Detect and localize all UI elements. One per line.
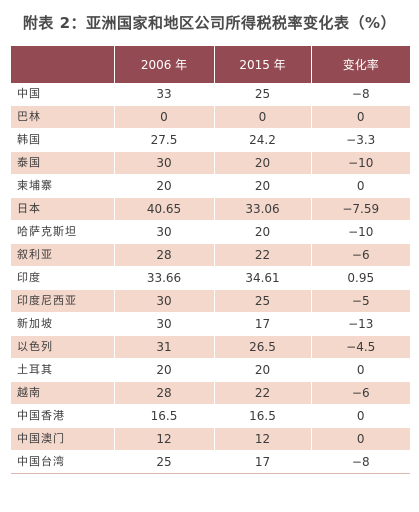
region-cell: 土耳其 bbox=[11, 358, 115, 382]
table-body: 中国 33 25 −8 巴林 0 0 0 韩国 27.5 24.2 −3.3 泰国 30 20 −10 柬埔寨 2… bbox=[11, 83, 410, 474]
region-cell: 以色列 bbox=[11, 335, 115, 359]
table-row: 土耳其 20 20 0 bbox=[11, 358, 410, 382]
region-cell: 中国澳门 bbox=[11, 427, 115, 451]
rate-2015-cell: 24.2 bbox=[214, 128, 312, 152]
rate-2015-cell: 0 bbox=[214, 105, 312, 129]
table-row: 中国澳门 12 12 0 bbox=[11, 427, 410, 451]
table-row: 哈萨克斯坦 30 20 −10 bbox=[11, 220, 410, 244]
rate-2015-cell: 17 bbox=[214, 450, 312, 474]
rate-2015-cell: 22 bbox=[214, 243, 312, 267]
change-rate-cell: −6 bbox=[311, 243, 410, 267]
table-row: 柬埔寨 20 20 0 bbox=[11, 174, 410, 198]
table-row: 越南 28 22 −6 bbox=[11, 381, 410, 405]
rate-2015-cell: 12 bbox=[214, 427, 312, 451]
rate-2015-cell: 25 bbox=[214, 83, 312, 106]
table-row: 韩国 27.5 24.2 −3.3 bbox=[11, 128, 410, 152]
rate-2006-cell: 30 bbox=[114, 289, 215, 313]
region-cell: 日本 bbox=[11, 197, 115, 221]
region-cell: 越南 bbox=[11, 381, 115, 405]
change-rate-cell: −8 bbox=[311, 83, 410, 106]
table-title: 附表 2：亚洲国家和地区公司所得税税率变化表（%） bbox=[22, 14, 397, 32]
change-rate-cell: 0.95 bbox=[311, 266, 410, 290]
rate-2006-cell: 20 bbox=[114, 358, 215, 382]
region-cell: 叙利亚 bbox=[11, 243, 115, 267]
change-rate-cell: −5 bbox=[311, 289, 410, 313]
change-rate-cell: −8 bbox=[311, 450, 410, 474]
table-row: 巴林 0 0 0 bbox=[11, 105, 410, 129]
change-rate-cell: 0 bbox=[311, 404, 410, 428]
header-2006: 2006 年 bbox=[114, 46, 215, 83]
change-rate-cell: 0 bbox=[311, 105, 410, 129]
table-row: 泰国 30 20 −10 bbox=[11, 151, 410, 175]
rate-2015-cell: 26.5 bbox=[214, 335, 312, 359]
region-cell: 巴林 bbox=[11, 105, 115, 129]
region-cell: 柬埔寨 bbox=[11, 174, 115, 198]
region-cell: 韩国 bbox=[11, 128, 115, 152]
rate-2006-cell: 28 bbox=[114, 243, 215, 267]
table-row: 中国香港 16.5 16.5 0 bbox=[11, 404, 410, 428]
region-cell: 泰国 bbox=[11, 151, 115, 175]
rate-2015-cell: 20 bbox=[214, 151, 312, 175]
table-row: 印度尼西亚 30 25 −5 bbox=[11, 289, 410, 313]
change-rate-cell: 0 bbox=[311, 358, 410, 382]
tax-rate-table: 2006 年 2015 年 变化率 中国 33 25 −8 巴林 0 0 0 韩国 27.5 24.… bbox=[11, 46, 410, 474]
header-2015: 2015 年 bbox=[214, 46, 312, 83]
header-row: 2006 年 2015 年 变化率 bbox=[11, 46, 410, 83]
rate-2006-cell: 30 bbox=[114, 312, 215, 336]
table-row: 中国台湾 25 17 −8 bbox=[11, 450, 410, 474]
region-cell: 中国台湾 bbox=[11, 450, 115, 474]
region-cell: 新加坡 bbox=[11, 312, 115, 336]
header-region bbox=[11, 46, 115, 83]
region-cell: 哈萨克斯坦 bbox=[11, 220, 115, 244]
rate-2006-cell: 31 bbox=[114, 335, 215, 359]
rate-2006-cell: 33 bbox=[114, 83, 215, 106]
rate-2006-cell: 30 bbox=[114, 151, 215, 175]
change-rate-cell: 0 bbox=[311, 174, 410, 198]
rate-2015-cell: 16.5 bbox=[214, 404, 312, 428]
table-row: 叙利亚 28 22 −6 bbox=[11, 243, 410, 267]
rate-2015-cell: 33.06 bbox=[214, 197, 312, 221]
change-rate-cell: −13 bbox=[311, 312, 410, 336]
change-rate-cell: −7.59 bbox=[311, 197, 410, 221]
change-rate-cell: −4.5 bbox=[311, 335, 410, 359]
rate-2015-cell: 34.61 bbox=[214, 266, 312, 290]
region-cell: 中国 bbox=[11, 83, 115, 106]
table-row: 中国 33 25 −8 bbox=[11, 83, 410, 106]
rate-2006-cell: 12 bbox=[114, 427, 215, 451]
rate-2006-cell: 25 bbox=[114, 450, 215, 474]
change-rate-cell: −6 bbox=[311, 381, 410, 405]
change-rate-cell: −10 bbox=[311, 151, 410, 175]
rate-2015-cell: 20 bbox=[214, 358, 312, 382]
header-change: 变化率 bbox=[311, 46, 410, 83]
change-rate-cell: 0 bbox=[311, 427, 410, 451]
rate-2015-cell: 20 bbox=[214, 174, 312, 198]
change-rate-cell: −10 bbox=[311, 220, 410, 244]
rate-2006-cell: 28 bbox=[114, 381, 215, 405]
rate-2006-cell: 20 bbox=[114, 174, 215, 198]
table-row: 以色列 31 26.5 −4.5 bbox=[11, 335, 410, 359]
rate-2015-cell: 25 bbox=[214, 289, 312, 313]
rate-2015-cell: 20 bbox=[214, 220, 312, 244]
rate-2006-cell: 40.65 bbox=[114, 197, 215, 221]
region-cell: 印度尼西亚 bbox=[11, 289, 115, 313]
rate-2006-cell: 30 bbox=[114, 220, 215, 244]
table-row: 印度 33.66 34.61 0.95 bbox=[11, 266, 410, 290]
table-row: 日本 40.65 33.06 −7.59 bbox=[11, 197, 410, 221]
region-cell: 中国香港 bbox=[11, 404, 115, 428]
rate-2006-cell: 16.5 bbox=[114, 404, 215, 428]
rate-2006-cell: 27.5 bbox=[114, 128, 215, 152]
region-cell: 印度 bbox=[11, 266, 115, 290]
rate-2015-cell: 22 bbox=[214, 381, 312, 405]
table-row: 新加坡 30 17 −13 bbox=[11, 312, 410, 336]
rate-2006-cell: 33.66 bbox=[114, 266, 215, 290]
rate-2015-cell: 17 bbox=[214, 312, 312, 336]
rate-2006-cell: 0 bbox=[114, 105, 215, 129]
change-rate-cell: −3.3 bbox=[311, 128, 410, 152]
